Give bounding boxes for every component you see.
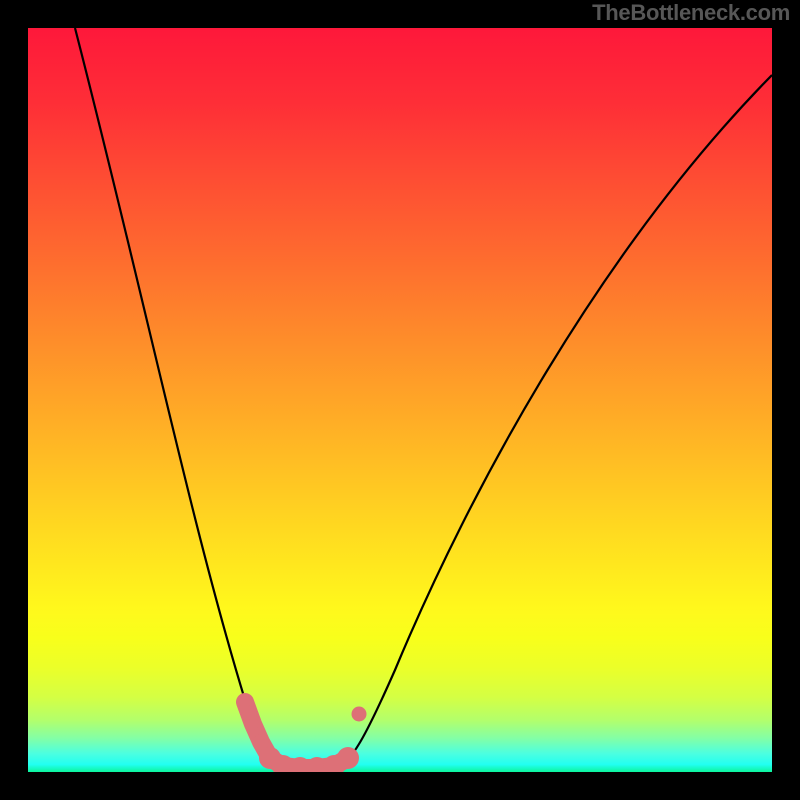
marker-dot (247, 718, 259, 730)
marker-dot (337, 747, 359, 769)
marker-dot (239, 696, 251, 708)
chart-container: TheBottleneck.com (0, 0, 800, 800)
marker-dot (352, 707, 367, 722)
watermark-text: TheBottleneck.com (592, 0, 790, 26)
bottleneck-chart (0, 0, 800, 800)
